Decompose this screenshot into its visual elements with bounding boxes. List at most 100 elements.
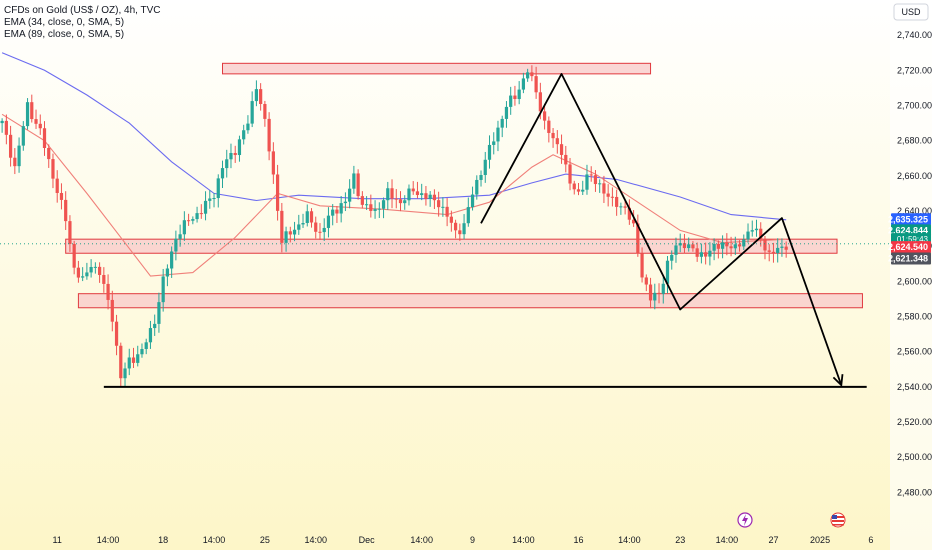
candle-body — [0, 120, 4, 124]
candle-body — [606, 193, 610, 197]
candle-body — [225, 159, 229, 169]
candle-body — [42, 128, 47, 148]
candle-body — [360, 196, 364, 205]
candle-body — [441, 206, 445, 208]
candle-body — [280, 210, 284, 243]
candle-body — [284, 231, 288, 243]
candle-body — [64, 199, 68, 222]
candle-body — [110, 299, 114, 322]
candle-body — [203, 200, 208, 214]
candle-body — [492, 141, 496, 145]
candle-body — [729, 246, 733, 249]
price-tick-label: 2,700.000 — [897, 101, 932, 111]
time-tick-label: 23 — [675, 535, 685, 545]
currency-label: USD — [901, 7, 921, 17]
candle-body — [742, 239, 746, 247]
time-tick-label: 2025 — [810, 535, 830, 545]
lightning-icon[interactable] — [737, 512, 753, 528]
candle-body — [674, 245, 678, 255]
candle-body — [127, 357, 131, 369]
time-tick-label: 14:00 — [512, 535, 535, 545]
candle-body — [538, 92, 542, 112]
ema89-legend[interactable]: EMA (89, close, 0, SMA, 5) — [4, 29, 125, 40]
candle-body — [704, 252, 708, 257]
candle-body — [335, 209, 339, 214]
candle-body — [157, 302, 161, 324]
candle-body — [466, 207, 470, 224]
candle-body — [182, 220, 186, 235]
candle-body — [331, 209, 335, 216]
candle-body — [246, 123, 250, 131]
candle-body — [314, 222, 318, 232]
price-tick-label: 2,640.000 — [897, 206, 932, 216]
time-tick-label: 25 — [260, 535, 270, 545]
price-tick-label: 2,580.000 — [897, 312, 932, 322]
candle-body — [364, 204, 369, 206]
candle-body — [191, 219, 195, 221]
symbol-title[interactable]: CFDs on Gold (US$ / OZ), 4h, TVC — [4, 5, 161, 16]
candle-body — [716, 243, 720, 249]
candle-body — [750, 230, 754, 232]
currency-button[interactable]: USD — [893, 3, 929, 21]
candle-body — [648, 284, 653, 301]
time-axis[interactable]: 11 14:00 18 14:00 25 14:00 Dec 14:00 9 14:00 16 14:… — [53, 535, 874, 545]
time-tick-label: 14:00 — [97, 535, 120, 545]
candle-body — [59, 192, 64, 200]
candle-body — [610, 196, 615, 198]
candle-body — [398, 199, 403, 204]
candle-body — [343, 201, 348, 204]
candle-body — [534, 76, 538, 93]
candle-body — [682, 243, 687, 249]
candle-body — [500, 118, 504, 128]
candle-body — [470, 194, 475, 208]
candle-body — [623, 206, 627, 208]
candle-body — [348, 188, 352, 202]
candle-body — [437, 200, 441, 208]
price-badge-label: 2,621.348 — [888, 254, 928, 264]
price-badge — [891, 252, 931, 265]
candle-body — [250, 101, 254, 124]
resistance-zone — [77, 293, 863, 309]
price-badge — [891, 213, 931, 226]
candle-body — [381, 200, 386, 209]
candle-body — [661, 283, 665, 294]
candle-body — [21, 126, 25, 146]
us-flag-icon[interactable] — [830, 512, 846, 528]
candle-body — [106, 283, 110, 300]
candle-body — [326, 215, 331, 228]
candle-body — [305, 211, 309, 224]
candle-body — [25, 102, 30, 127]
candle-body — [759, 228, 763, 239]
drawings-layer[interactable] — [0, 73, 890, 388]
candle-body — [687, 244, 691, 249]
candle-body — [526, 72, 530, 79]
candle-body — [178, 234, 182, 239]
candle-body — [4, 120, 8, 135]
time-tick-label: 14:00 — [410, 535, 433, 545]
price-axis[interactable]: 2,480.000 2,500.000 2,520.000 2,540.000 2,56… — [897, 30, 932, 497]
arrow-head — [832, 374, 844, 388]
candle-body — [665, 260, 670, 284]
price-tick-label: 2,600.000 — [897, 276, 932, 286]
candle-body — [123, 368, 127, 379]
candle-body — [153, 323, 157, 329]
candle-body — [242, 130, 246, 140]
candle-body — [140, 349, 144, 355]
candle-body — [114, 321, 119, 346]
candle-body — [411, 188, 415, 192]
time-tick-label: 27 — [768, 535, 778, 545]
candle-body — [301, 223, 305, 225]
time-tick-label: 11 — [53, 535, 62, 545]
candle-body — [81, 276, 85, 278]
candle-body — [136, 354, 140, 363]
candle-body — [670, 254, 674, 261]
candle-body — [487, 144, 492, 160]
candle-body — [458, 230, 462, 235]
candle-body — [602, 183, 606, 194]
candle-body — [85, 272, 89, 277]
price-tick-label: 2,660.000 — [897, 171, 932, 181]
candle-body — [76, 267, 81, 278]
ema34-legend[interactable]: EMA (34, close, 0, SMA, 5) — [4, 17, 125, 28]
